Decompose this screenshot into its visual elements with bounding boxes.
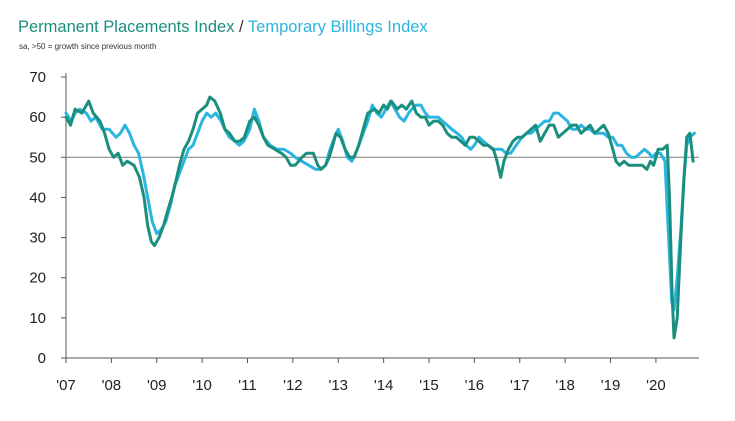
x-tick-label: '15: [419, 377, 439, 394]
y-tick-label: 30: [29, 230, 46, 247]
series-temporary-billings-line: [64, 99, 696, 312]
x-tick-label: '08: [102, 377, 122, 394]
x-tick-label: '14: [374, 377, 394, 394]
x-tick-label: '19: [601, 377, 621, 394]
y-tick-label: 40: [29, 189, 46, 206]
y-tick-label: 70: [29, 69, 46, 86]
x-tick-label: '17: [510, 377, 530, 394]
x-tick-label: '07: [56, 377, 76, 394]
series-lines: [64, 95, 696, 340]
x-tick-label: '11: [238, 377, 256, 394]
x-tick-label: '09: [147, 377, 167, 394]
y-tick-label: 60: [29, 109, 46, 126]
chart-title: Permanent Placements Index / Temporary B…: [18, 18, 428, 37]
title-temporary-billings: Temporary Billings Index: [247, 18, 428, 36]
x-tick-label: '13: [328, 377, 348, 394]
x-tick-label: '16: [465, 377, 485, 394]
x-tick-label: '10: [192, 377, 212, 394]
x-tick-label: '12: [283, 377, 303, 394]
y-tick-label: 20: [29, 270, 46, 287]
title-permanent-placements: Permanent Placements Index: [18, 18, 235, 36]
y-tick-label: 0: [38, 350, 46, 367]
axes: 0 10 20 30 40 50 60 70 '07 '08 '09 '10 '11 '12 '13 '14 '…: [29, 69, 699, 394]
series-permanent-placements-line: [64, 95, 695, 340]
y-tick-label: 10: [29, 310, 46, 327]
chart-subtitle: sa, >50 = growth since previous month: [19, 42, 157, 51]
title-separator: /: [234, 18, 248, 36]
x-tick-label: '18: [555, 377, 575, 394]
y-tick-label: 50: [29, 149, 46, 166]
x-tick-label: '20: [646, 377, 666, 394]
